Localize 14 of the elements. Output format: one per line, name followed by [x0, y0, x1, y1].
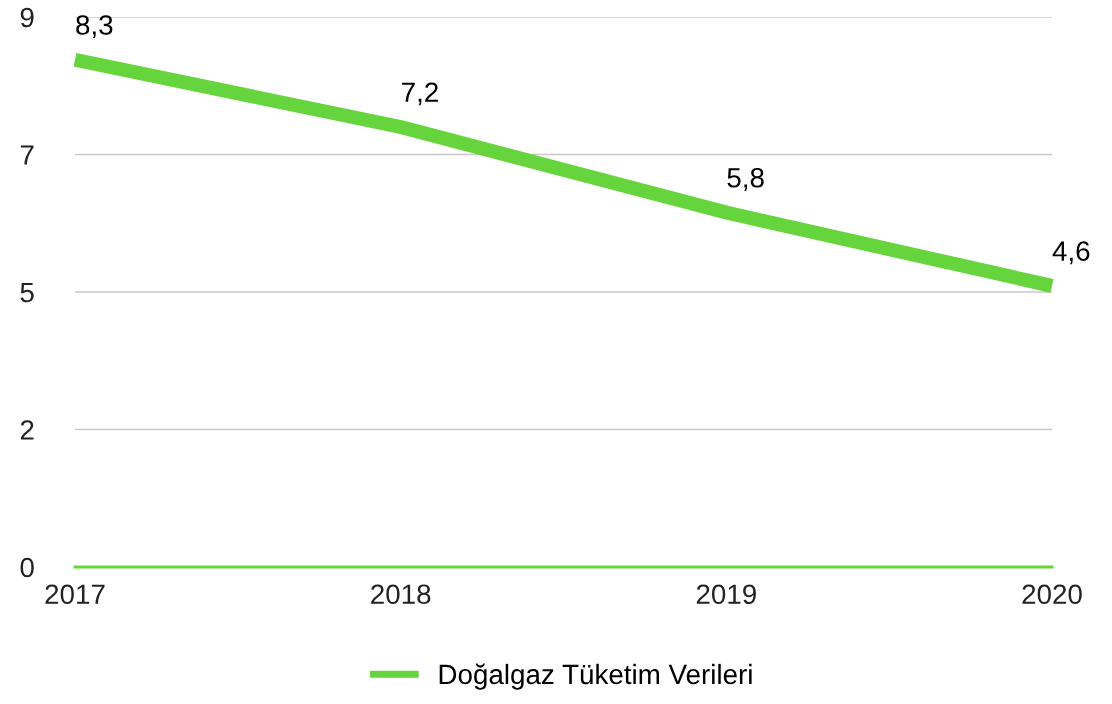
x-tick-label: 2019	[696, 584, 756, 605]
data-label: 7,2	[402, 82, 438, 106]
x-tick-label: 2020	[1022, 584, 1082, 605]
y-tick-label: 0	[20, 557, 34, 578]
legend-label: Doğalgaz Tüketim Verileri	[439, 663, 752, 690]
data-label: 5,8	[727, 167, 764, 191]
data-label: 4,6	[1052, 241, 1090, 265]
y-tick-label: 2	[20, 420, 34, 440]
y-tick-label: 7	[20, 145, 34, 165]
data-label: 8,3	[76, 15, 113, 39]
x-tick-label: 2018	[371, 584, 431, 605]
y-tick-label: 9	[20, 7, 34, 28]
x-tick-label: 2017	[45, 584, 105, 605]
y-tick-label: 5	[20, 282, 34, 303]
